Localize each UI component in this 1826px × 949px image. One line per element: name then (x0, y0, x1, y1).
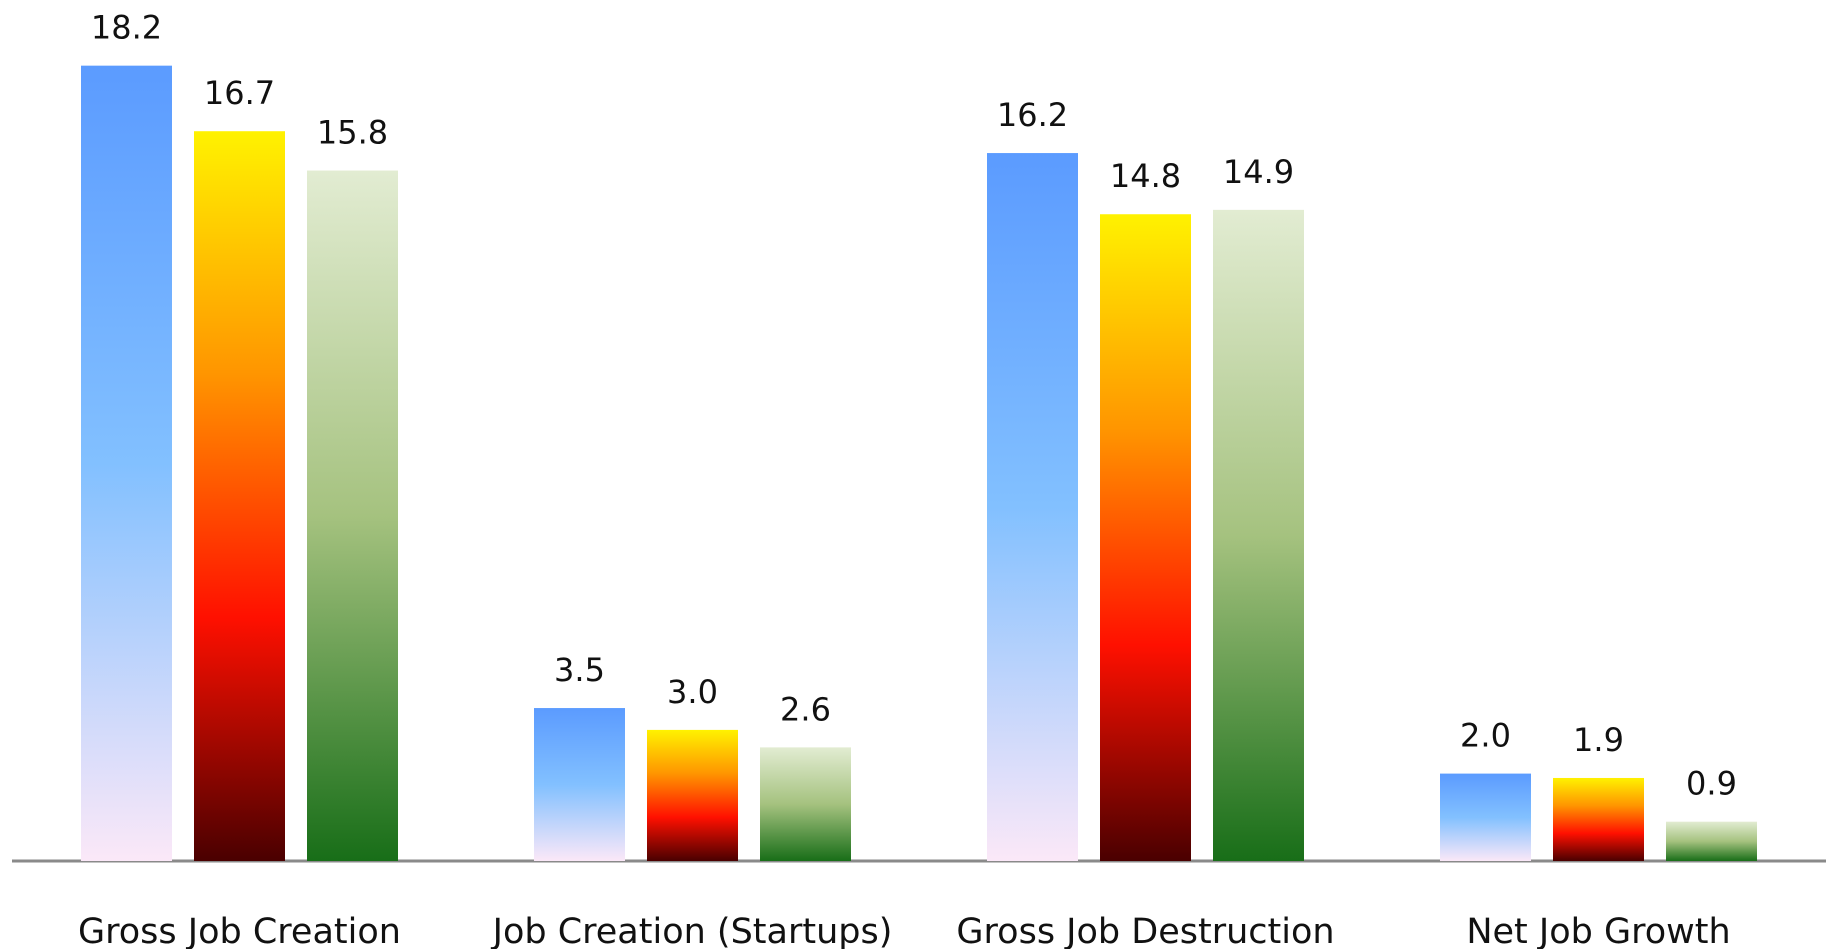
value-label: 16.7 (204, 74, 275, 112)
bar (1440, 773, 1531, 861)
bar (760, 747, 851, 861)
value-label: 18.2 (91, 9, 162, 47)
value-label: 0.9 (1686, 765, 1737, 803)
bar (307, 170, 398, 862)
bar (1100, 214, 1191, 862)
bar (1553, 777, 1644, 861)
value-label: 3.0 (667, 673, 718, 711)
bar (534, 708, 625, 861)
value-label: 14.9 (1223, 153, 1294, 191)
bar (1213, 209, 1304, 861)
value-label: 15.8 (317, 114, 388, 152)
bar (1666, 821, 1757, 861)
bar (647, 729, 738, 861)
value-label: 2.6 (780, 690, 831, 728)
x-tick-label: Job Creation (Startups) (491, 912, 893, 949)
value-label: 16.2 (997, 96, 1068, 134)
value-label: 3.5 (554, 651, 605, 689)
x-tick-label: Gross Job Destruction (956, 912, 1334, 949)
value-label: 14.8 (1110, 157, 1181, 195)
bar (987, 153, 1078, 861)
value-label: 2.0 (1460, 717, 1511, 755)
x-tick-label: Net Job Growth (1466, 912, 1730, 949)
x-tick-label: Gross Job Creation (78, 912, 401, 949)
value-label: 1.9 (1573, 721, 1624, 759)
bar (81, 65, 172, 861)
bar (194, 131, 285, 861)
